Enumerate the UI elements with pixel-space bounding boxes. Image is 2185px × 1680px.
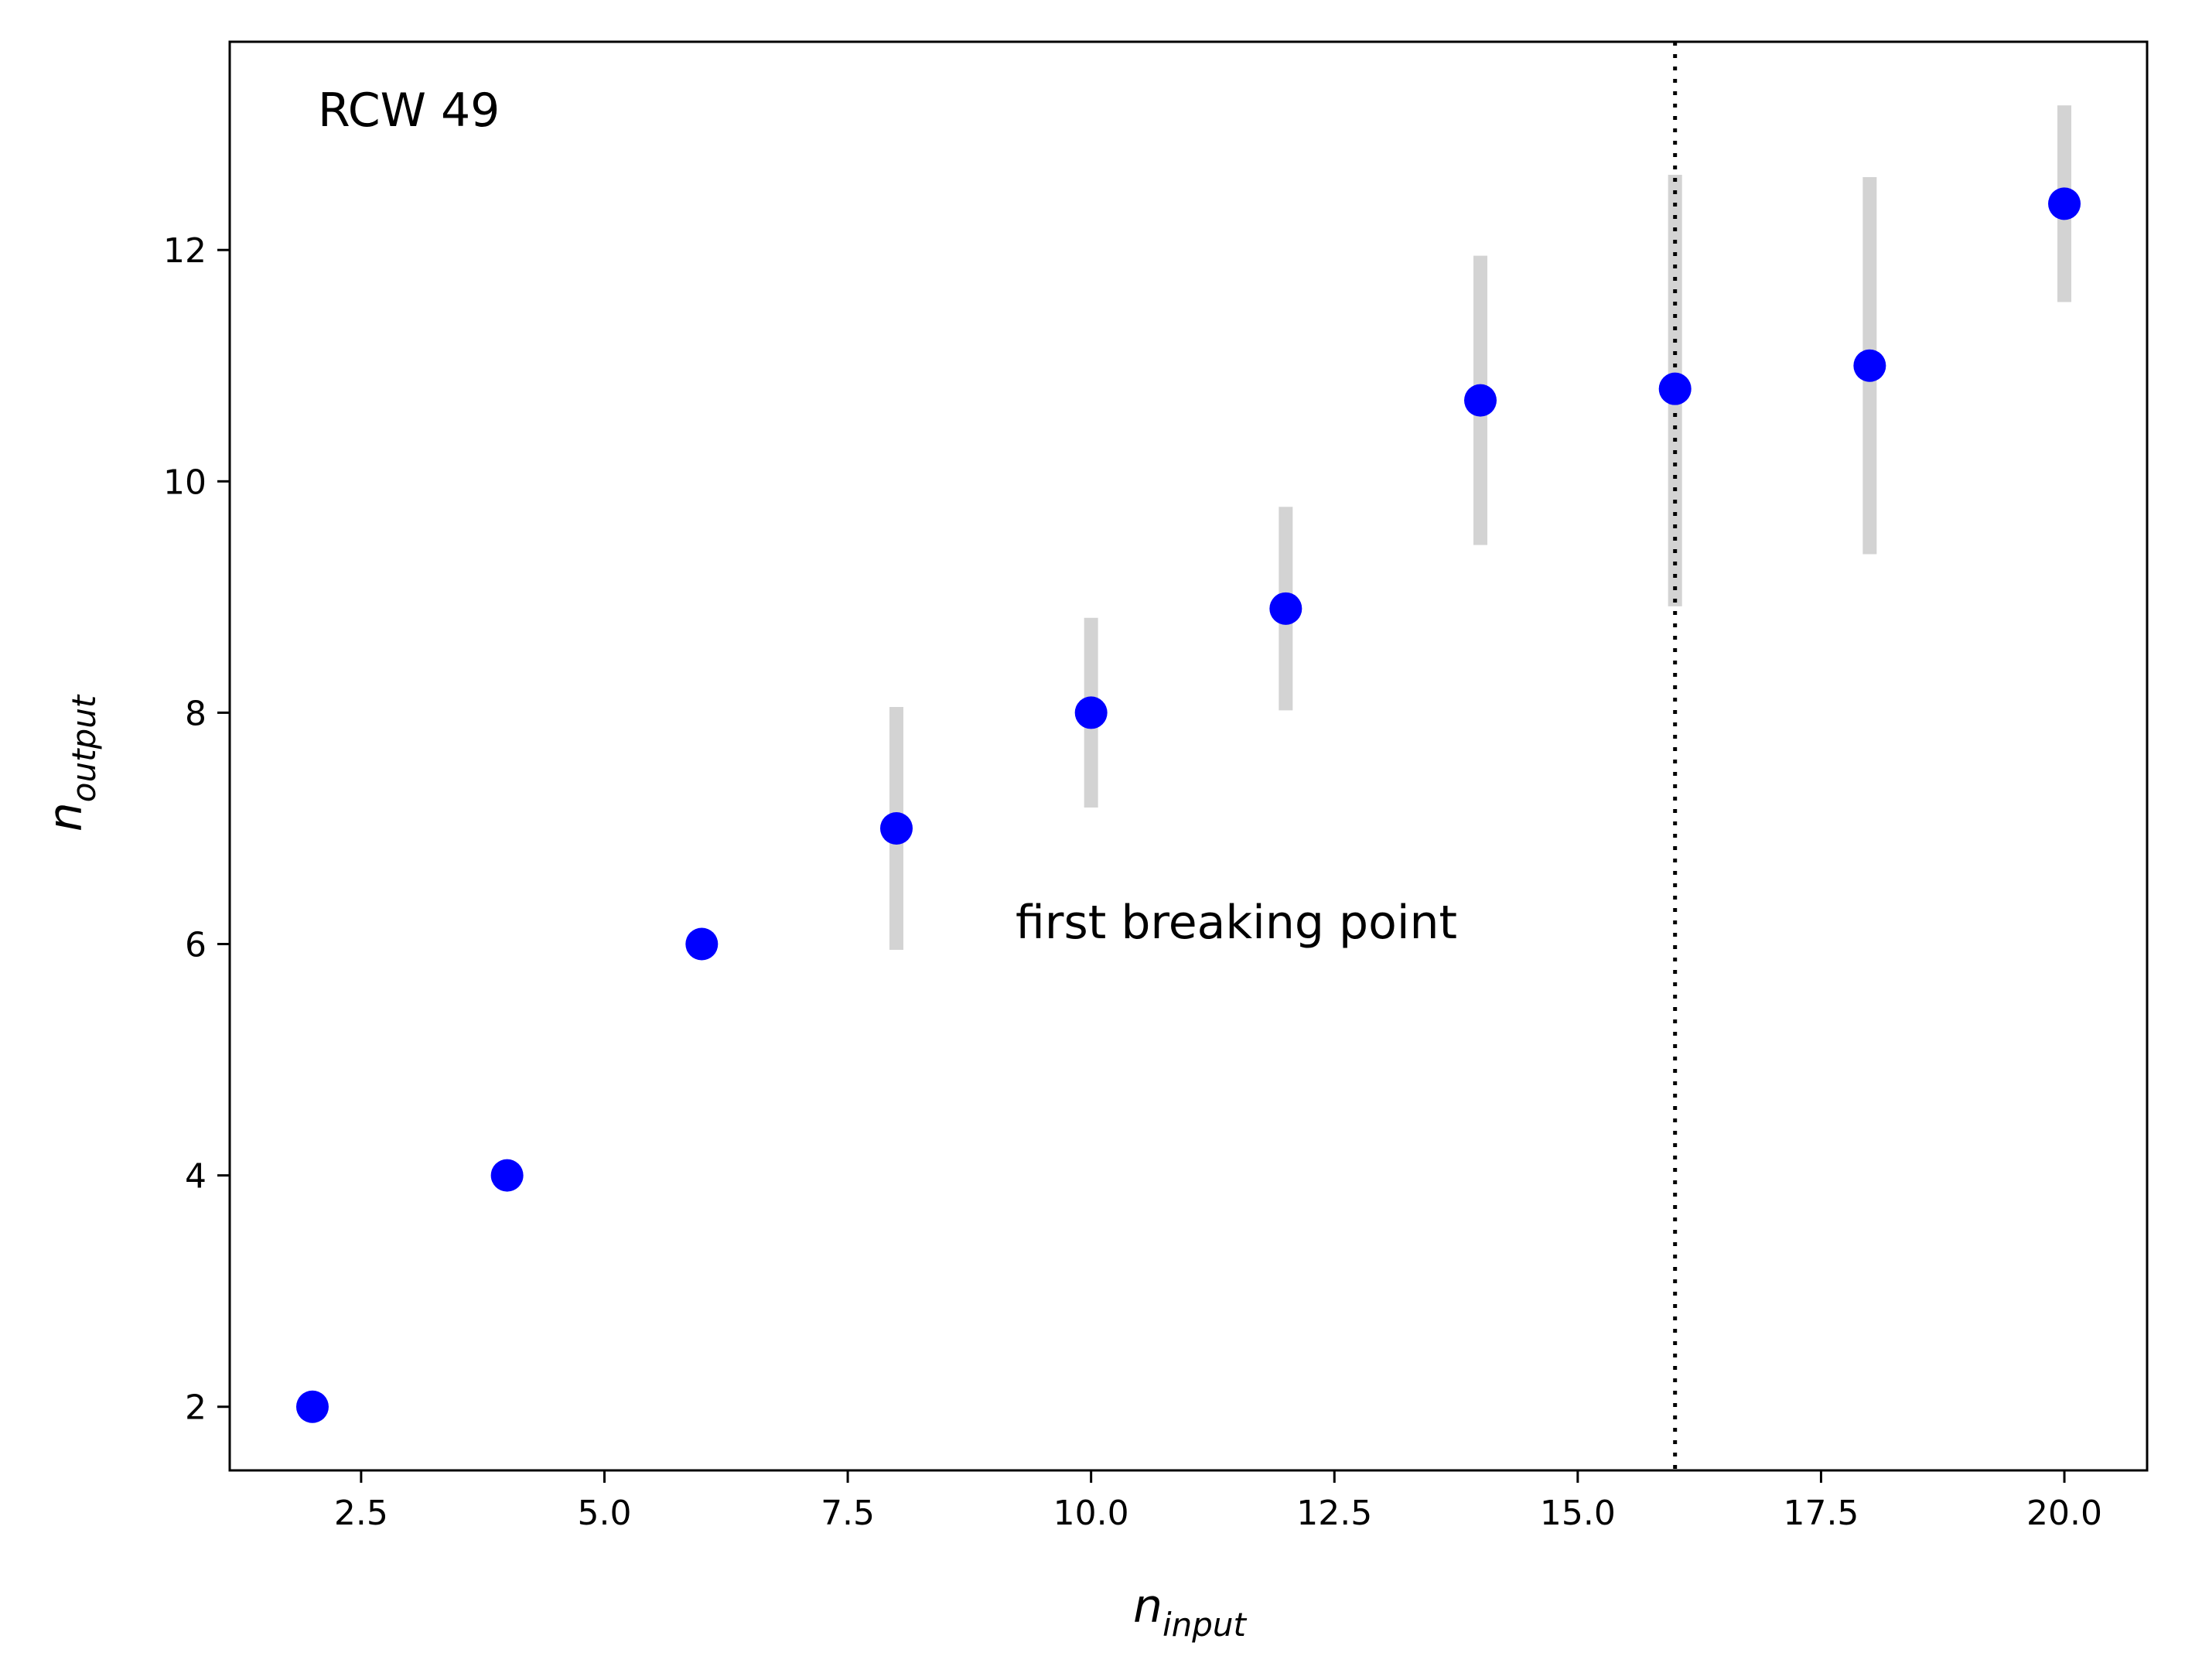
x-tick-label: 15.0 <box>1540 1494 1616 1533</box>
data-point <box>1853 349 1886 382</box>
x-axis-label-subscript: input <box>1162 1606 1248 1644</box>
y-tick-label: 8 <box>185 694 207 733</box>
y-axis-label: noutput <box>39 694 103 831</box>
x-tick-label: 5.0 <box>577 1494 631 1533</box>
data-point <box>879 811 913 845</box>
x-axis-label: ninput <box>1133 1579 1248 1644</box>
x-axis-ticks: 2.5 5.0 7.5 10.0 12.5 15.0 17.5 20.0 <box>334 1470 2102 1533</box>
y-axis-label-subscript: output <box>65 694 103 802</box>
y-tick-label: 12 <box>163 231 207 271</box>
x-tick-label: 12.5 <box>1296 1494 1372 1533</box>
y-axis-label-base: n <box>39 802 93 831</box>
y-tick-label: 10 <box>163 463 207 502</box>
x-tick-label: 17.5 <box>1783 1494 1859 1533</box>
x-tick-label: 7.5 <box>821 1494 875 1533</box>
y-tick-label: 6 <box>185 926 207 965</box>
data-point <box>1464 384 1497 417</box>
plot-frame <box>228 40 2149 1472</box>
data-point <box>1269 592 1302 625</box>
data-point <box>1658 372 1692 405</box>
errorbar-layer <box>889 105 2072 951</box>
x-tick-label: 20.0 <box>2026 1494 2102 1533</box>
y-axis-ticks: 2 4 6 8 10 12 <box>163 231 230 1428</box>
region-label: RCW 49 <box>318 84 500 138</box>
y-tick-label: 4 <box>185 1157 207 1197</box>
x-axis-label-base: n <box>1133 1579 1162 1634</box>
data-point <box>295 1390 329 1423</box>
data-point <box>1074 696 1108 729</box>
x-tick-label: 2.5 <box>334 1494 388 1533</box>
data-point <box>685 927 719 961</box>
y-tick-label: 2 <box>185 1388 207 1428</box>
x-tick-label: 10.0 <box>1053 1494 1129 1533</box>
point-layer <box>295 187 2081 1423</box>
data-point <box>2048 187 2081 220</box>
breaking-point-label: first breaking point <box>1016 896 1457 950</box>
data-point <box>490 1159 524 1192</box>
